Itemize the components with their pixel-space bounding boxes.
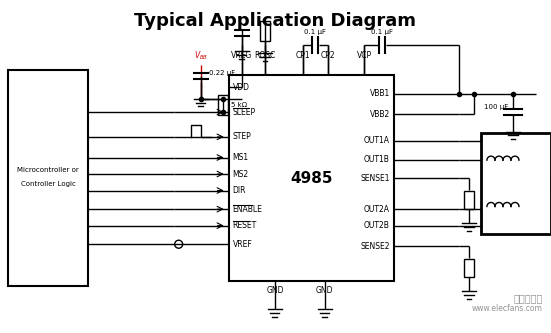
- Bar: [481, 133, 551, 234]
- Bar: [260, 21, 270, 41]
- Text: $V_{BB}$: $V_{BB}$: [193, 50, 208, 62]
- Text: MS2: MS2: [233, 169, 249, 178]
- Text: SENSE1: SENSE1: [360, 173, 390, 183]
- Text: MS1: MS1: [233, 153, 249, 162]
- Bar: [229, 75, 394, 281]
- Bar: [464, 259, 474, 277]
- Text: VREF: VREF: [233, 240, 252, 249]
- Text: Microcontroller or: Microcontroller or: [17, 167, 79, 173]
- Text: RESET: RESET: [233, 221, 257, 230]
- Bar: [218, 95, 228, 115]
- Text: 0.22 μF: 0.22 μF: [209, 70, 235, 76]
- Text: GND: GND: [316, 286, 333, 295]
- Bar: [464, 191, 474, 209]
- Text: DIR: DIR: [233, 186, 246, 195]
- Text: 4985: 4985: [290, 170, 333, 186]
- Text: VBB1: VBB1: [370, 89, 390, 98]
- Text: 电子发烧友: 电子发烧友: [514, 293, 543, 303]
- Text: VREG: VREG: [231, 51, 252, 60]
- Bar: [8, 70, 88, 286]
- Text: 5 kΩ: 5 kΩ: [231, 102, 247, 108]
- Text: GND: GND: [266, 286, 284, 295]
- Text: ENABLE: ENABLE: [233, 204, 262, 214]
- Text: SENSE2: SENSE2: [360, 242, 390, 251]
- Text: www.elecfans.com: www.elecfans.com: [472, 304, 543, 313]
- Text: SLEEP: SLEEP: [233, 108, 256, 117]
- Text: OUT1B: OUT1B: [364, 155, 390, 164]
- Text: 0.1 μF: 0.1 μF: [305, 29, 326, 35]
- Text: CP2: CP2: [321, 51, 335, 60]
- Text: VCP: VCP: [356, 51, 372, 60]
- Text: VDD: VDD: [233, 83, 250, 92]
- Text: CP1: CP1: [296, 51, 310, 60]
- Text: VBB2: VBB2: [370, 110, 390, 119]
- Text: OUT2B: OUT2B: [364, 221, 390, 230]
- Text: Controller Logic: Controller Logic: [20, 181, 75, 187]
- Text: OUT1A: OUT1A: [364, 137, 390, 146]
- Text: 0.1 μF: 0.1 μF: [371, 29, 393, 35]
- Text: 100 μF: 100 μF: [484, 104, 508, 110]
- Text: STEP: STEP: [233, 132, 251, 142]
- Text: OUT2A: OUT2A: [364, 204, 390, 214]
- Text: Typical Application Diagram: Typical Application Diagram: [134, 12, 417, 30]
- Text: ROSC: ROSC: [255, 51, 276, 60]
